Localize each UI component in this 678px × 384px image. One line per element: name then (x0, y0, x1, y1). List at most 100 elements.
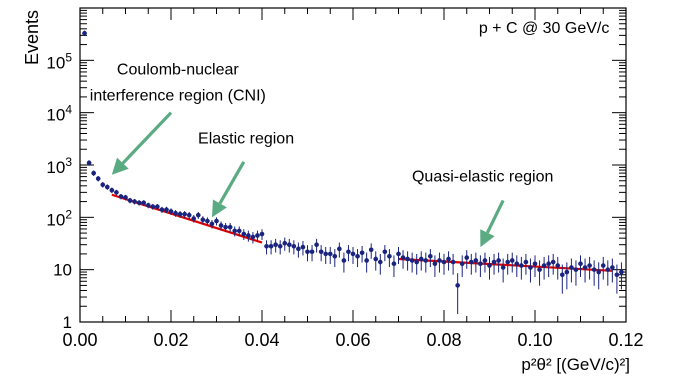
marker (227, 224, 233, 230)
y-axis-label: Events (22, 10, 42, 65)
marker (523, 259, 529, 265)
data-point (314, 238, 319, 253)
data-point (159, 206, 165, 213)
marker (509, 258, 515, 263)
marker (596, 269, 601, 275)
data-point (560, 264, 565, 294)
marker (428, 254, 433, 259)
marker (346, 249, 351, 255)
data-point (428, 249, 433, 268)
data-point (450, 253, 456, 275)
data-point (469, 253, 474, 275)
marker (177, 211, 183, 217)
marker (391, 261, 397, 267)
data-point (205, 217, 210, 226)
arrow-head (211, 199, 227, 218)
data-point (405, 251, 410, 271)
data-point (259, 229, 265, 240)
data-point (177, 210, 183, 218)
data-point (291, 240, 297, 255)
marker (619, 269, 624, 275)
marker (446, 256, 451, 262)
marker (432, 261, 438, 267)
y-tick-label: 10 (53, 261, 72, 280)
marker (282, 240, 288, 246)
data-point (232, 226, 237, 237)
marker (105, 184, 110, 190)
marker (614, 272, 620, 278)
data-point (200, 216, 206, 224)
data-point (437, 252, 442, 273)
marker (86, 160, 92, 166)
data-point (455, 273, 460, 314)
data-point (91, 170, 96, 177)
marker (418, 256, 424, 262)
data-point (309, 245, 315, 262)
arrow-shaft (485, 199, 505, 234)
data-point (459, 255, 465, 278)
annotation-text: Quasi-elastic region (412, 169, 553, 186)
marker (587, 263, 592, 268)
data-point (277, 240, 283, 255)
data-point (591, 260, 597, 286)
x-tick-label: 0.12 (608, 330, 643, 350)
marker (164, 207, 169, 212)
data-point (509, 252, 515, 273)
marker (478, 261, 483, 267)
y-tick-label: 103 (46, 155, 72, 177)
marker (546, 261, 551, 267)
marker (109, 187, 115, 193)
marker (582, 265, 588, 270)
data-point (532, 255, 538, 278)
marker (578, 261, 583, 267)
marker (314, 242, 319, 247)
data-point (528, 258, 533, 283)
arrow-head (480, 229, 495, 248)
x-tick-label: 0.10 (517, 330, 552, 350)
x-tick-label: 0.02 (153, 330, 188, 350)
marker (250, 234, 256, 240)
data-point (396, 246, 401, 264)
marker (232, 228, 237, 234)
data-point (523, 253, 529, 275)
data-point (500, 258, 506, 283)
data-point (605, 260, 611, 286)
marker (409, 258, 415, 263)
marker (182, 211, 187, 217)
data-point (255, 230, 260, 242)
y-tick-labels: 1 10 102 103 104 105 (46, 50, 72, 332)
y-tick-label: 105 (46, 50, 72, 72)
marker (459, 261, 465, 267)
data-point (218, 221, 224, 231)
marker (318, 249, 324, 255)
data-point (105, 184, 110, 190)
data-point (537, 260, 542, 286)
data-point (587, 256, 592, 280)
marker (296, 246, 301, 252)
marker (173, 210, 178, 216)
marker (532, 261, 538, 267)
marker (537, 267, 542, 272)
data-point (400, 250, 406, 269)
data-point (114, 189, 119, 196)
marker (309, 249, 315, 255)
marker (564, 269, 570, 275)
plot-frame (79, 7, 627, 323)
data-point (496, 252, 501, 273)
data-point (100, 182, 106, 188)
marker (82, 30, 87, 36)
data-point (305, 245, 310, 262)
annotation-text: interference region (CNI) (90, 88, 266, 105)
marker (469, 259, 474, 265)
data-point (355, 249, 360, 268)
marker (555, 263, 561, 268)
data-point (441, 253, 447, 275)
x-tick-label: 0.08 (426, 330, 461, 350)
data-point (614, 264, 620, 294)
marker (450, 259, 456, 265)
data-point (346, 245, 351, 262)
data-point (209, 220, 215, 229)
data-point (414, 253, 420, 275)
marker (569, 265, 574, 270)
